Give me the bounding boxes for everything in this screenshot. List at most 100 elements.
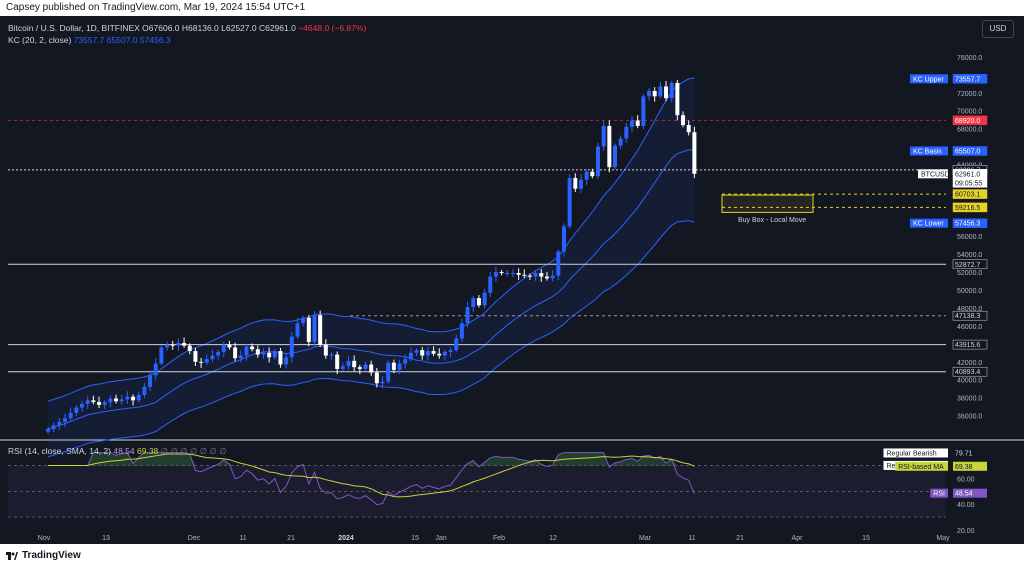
candle-body [527, 275, 532, 277]
candle-body [46, 429, 50, 432]
candle-body [658, 86, 663, 97]
candle-body [403, 359, 408, 364]
candle-body [590, 171, 595, 177]
candle-body [471, 298, 476, 308]
candle-body [437, 353, 442, 356]
price-axis-badge-value: 62961.0 [955, 171, 980, 178]
tradingview-brand: TradingView [22, 550, 81, 561]
kc-label: KC (20, 2, close) [8, 35, 72, 45]
candle-body [595, 146, 600, 177]
price-axis-name-text: KC Lower [913, 221, 944, 228]
candle-body [153, 363, 158, 376]
price-tick-label: 50000.0 [957, 288, 982, 295]
candle-body [108, 398, 113, 403]
candle-body [363, 364, 368, 369]
candle-body [301, 317, 306, 324]
candle-body [641, 96, 646, 126]
candle-body [431, 351, 436, 354]
price-axis-badge-value: 40893.4 [955, 369, 980, 376]
time-tick-label: Feb [493, 535, 505, 542]
candle-body [176, 342, 181, 346]
candle-body [510, 273, 515, 275]
candle-body [199, 361, 204, 363]
candle-body [652, 90, 657, 97]
candle-body [306, 317, 311, 343]
tradingview-logo-icon [6, 551, 18, 560]
price-tick-label: 56000.0 [957, 234, 982, 241]
candle-body [442, 351, 447, 356]
candle-body [488, 276, 493, 293]
candle-body [601, 125, 606, 147]
ohlc-low: L62527.0 [221, 23, 257, 33]
candle-body [618, 138, 623, 146]
candle-body [148, 375, 153, 387]
candle-body [454, 338, 459, 351]
kc-upper-value: 73557.7 [73, 35, 105, 45]
candle-body [584, 171, 589, 180]
price-axis-badge-value: 47138.3 [955, 313, 980, 320]
candle-body [227, 344, 232, 348]
candle-body [556, 251, 561, 276]
candle-body [85, 400, 90, 404]
rsi-axis-name-tag [895, 461, 948, 471]
candle-body [216, 351, 221, 356]
price-axis-badge-value: 60703.1 [955, 192, 980, 199]
candle-body [74, 407, 79, 413]
time-tick-label: 21 [287, 535, 295, 542]
rsi-axis-badge-value: 69.38 [955, 464, 973, 471]
candle-body [91, 400, 96, 403]
candle-body [420, 350, 425, 356]
price-axis-name-tag [910, 218, 948, 228]
time-tick-label: 12 [549, 535, 557, 542]
candle-body [125, 396, 130, 400]
publish-header: Capsey published on TradingView.com, Mar… [0, 0, 1024, 16]
rsi-axis-badge-value: 48.54 [955, 491, 973, 498]
price-axis-badge-value: 73557.7 [955, 76, 980, 83]
rsi-axis-name-text: Regular Bearish [887, 450, 937, 457]
price-axis-name-tag [918, 169, 948, 179]
buy-box [721, 194, 814, 213]
candle-body [567, 177, 572, 227]
chart-frame[interactable] [0, 16, 1024, 544]
currency-button[interactable]: USD [982, 20, 1014, 38]
rsi-overbought-fill [48, 452, 695, 466]
rsi-empty-values: ∅ ∅ ∅ ∅ ∅ ∅ ∅ [160, 446, 227, 456]
candle-body [505, 273, 510, 275]
time-tick-label: 11 [688, 535, 695, 542]
candle-body [204, 359, 209, 363]
kc-channel-fill [48, 78, 695, 457]
candle-body [522, 274, 527, 276]
candle-body [414, 350, 419, 353]
kc-lower-value: 57456.3 [139, 35, 171, 45]
candle-body [238, 355, 243, 359]
candle-body [635, 120, 640, 126]
candle-body [346, 360, 351, 367]
price-tick-label: 46000.0 [957, 324, 982, 331]
rsi-ma-value: 69.38 [137, 446, 159, 456]
candle-body [607, 125, 612, 168]
rsi-legend: RSI (14, close, SMA, 14, 2) 48.54 69.38 … [8, 446, 227, 457]
candle-body [250, 346, 255, 350]
rsi-value: 48.54 [113, 446, 135, 456]
time-tick-label: Mar [639, 535, 652, 542]
time-tick-label: Jan [435, 535, 446, 542]
bar-countdown: 09:05:55 [955, 180, 982, 187]
rsi-axis-badge [953, 488, 987, 498]
price-axis-badge [952, 169, 988, 188]
candle-body [544, 276, 549, 279]
candle-body [630, 120, 635, 127]
candle-body [681, 115, 686, 126]
candle-body [561, 226, 566, 252]
candle-body [397, 363, 402, 370]
candle-body [550, 275, 555, 279]
price-axis-name-tag [910, 74, 948, 84]
candle-body [267, 352, 272, 358]
candle-body [68, 412, 73, 419]
price-axis-badge-value: 43915.6 [955, 342, 980, 349]
candle-body [131, 396, 136, 401]
tradingview-logo[interactable]: TradingView [6, 550, 81, 561]
rsi-line [48, 452, 695, 506]
candle-body [119, 399, 124, 402]
candle-body [357, 367, 362, 369]
